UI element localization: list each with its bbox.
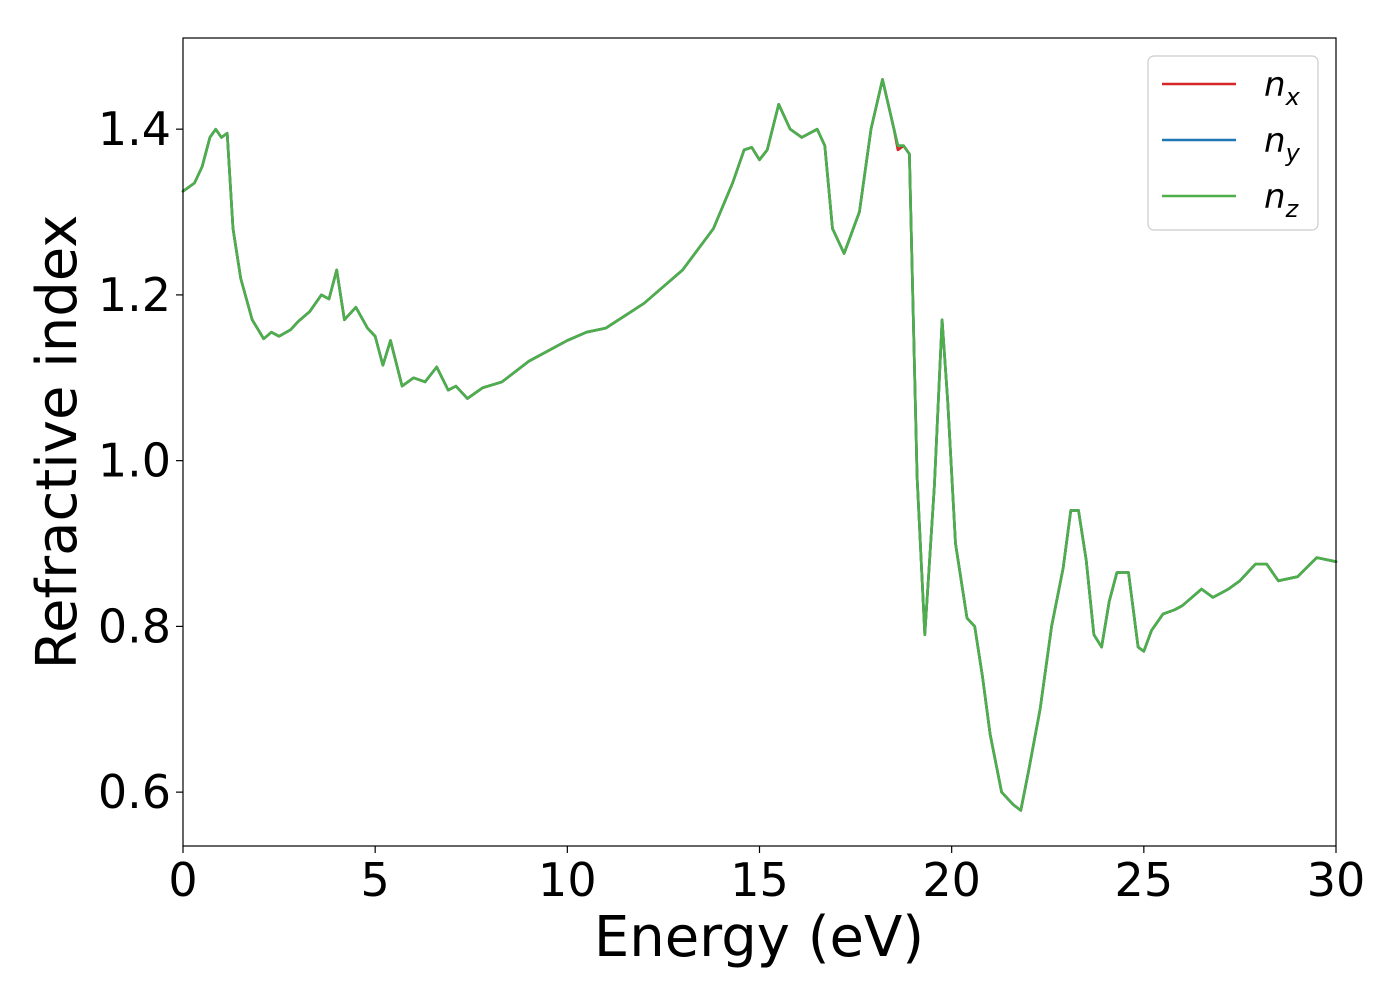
x-tick-label: 25 (1115, 853, 1174, 907)
x-tick-label: 10 (538, 853, 597, 907)
y-tick-label: 0.8 (98, 599, 171, 653)
x-tick-label: 30 (1307, 853, 1366, 907)
x-tick-label: 15 (730, 853, 789, 907)
y-tick-label: 1.4 (98, 102, 171, 156)
series-line-nz (181, 78, 1338, 812)
y-axis: 0.6 0.8 1.0 1.2 1.4 (98, 102, 183, 819)
series-layer (181, 78, 1338, 812)
x-tick-label: 20 (922, 853, 981, 907)
y-tick-label: 1.2 (98, 268, 171, 322)
x-axis-label: Energy (eV) (594, 905, 924, 970)
x-tick-label: 5 (361, 853, 390, 907)
x-tick-label: 0 (168, 853, 197, 907)
y-tick-label: 1.0 (98, 434, 171, 488)
legend-box (1147, 55, 1319, 231)
x-axis: 0 5 10 15 20 25 30 (168, 846, 1365, 907)
y-axis-label: Refractive index (25, 215, 90, 670)
legend-label-ny: ny (1264, 121, 1301, 167)
legend-label-nx: nx (1264, 65, 1301, 111)
y-tick-label: 0.6 (98, 765, 171, 819)
